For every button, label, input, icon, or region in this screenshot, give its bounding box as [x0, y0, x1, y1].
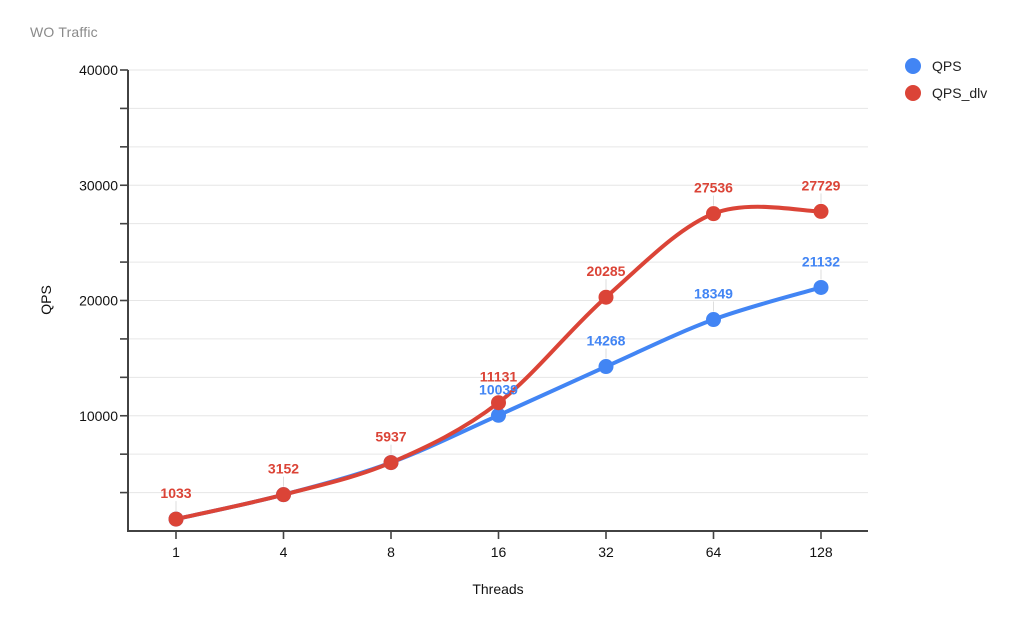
- data-label-QPS-64: 18349: [694, 286, 733, 302]
- y-tick-label: 30000: [79, 177, 118, 193]
- x-tick-label: 64: [706, 544, 722, 560]
- legend: QPS QPS_dlv: [905, 58, 987, 101]
- data-point-QPS_dlv-4[interactable]: [276, 487, 291, 503]
- x-tick-label: 32: [598, 544, 614, 560]
- legend-label-qps-dlv: QPS_dlv: [932, 85, 988, 101]
- data-point-QPS_dlv-32[interactable]: [598, 289, 614, 305]
- data-point-QPS_dlv-8[interactable]: [383, 455, 399, 471]
- x-tick-label: 4: [280, 544, 288, 560]
- data-label-QPS-32: 14268: [587, 333, 626, 349]
- data-label-QPS_dlv-64: 27536: [694, 180, 733, 196]
- y-tick-label: 10000: [79, 408, 118, 424]
- x-tick-label: 128: [809, 544, 833, 560]
- data-label-QPS-128: 21132: [802, 253, 840, 269]
- data-point-QPS-64[interactable]: [706, 312, 721, 328]
- data-label-QPS-16: 10039: [479, 381, 518, 397]
- legend-label-qps: QPS: [932, 58, 962, 74]
- legend-swatch-qps-dlv-icon: [905, 85, 921, 101]
- legend-swatch-qps-icon: [905, 58, 921, 74]
- data-point-QPS-16[interactable]: [491, 407, 506, 423]
- data-point-QPS_dlv-16[interactable]: [491, 395, 506, 411]
- y-tick-label: 40000: [79, 62, 118, 78]
- x-axis-title: Threads: [472, 581, 524, 597]
- data-label-QPS_dlv-8: 5937: [375, 429, 406, 445]
- data-label-QPS_dlv-1: 1033: [160, 485, 191, 501]
- data-point-QPS_dlv-128[interactable]: [813, 203, 829, 219]
- legend-item-qps-dlv[interactable]: QPS_dlv: [905, 85, 987, 101]
- legend-item-qps[interactable]: QPS: [905, 58, 987, 74]
- data-label-QPS_dlv-4: 3152: [268, 461, 299, 477]
- x-tick-label: 16: [491, 544, 507, 560]
- y-tick-label: 20000: [79, 293, 118, 309]
- chart-title[interactable]: WO Traffic: [30, 24, 98, 40]
- data-label-QPS_dlv-128: 27729: [802, 177, 841, 193]
- data-label-QPS_dlv-16: 11131: [480, 369, 518, 385]
- data-point-QPS_dlv-64[interactable]: [706, 206, 721, 222]
- data-point-QPS-128[interactable]: [813, 279, 829, 295]
- x-tick-label: 8: [387, 544, 395, 560]
- data-label-QPS_dlv-32: 20285: [587, 263, 626, 279]
- x-tick-label: 1: [172, 544, 180, 560]
- data-point-QPS_dlv-1[interactable]: [168, 511, 184, 527]
- data-point-QPS-32[interactable]: [598, 359, 614, 375]
